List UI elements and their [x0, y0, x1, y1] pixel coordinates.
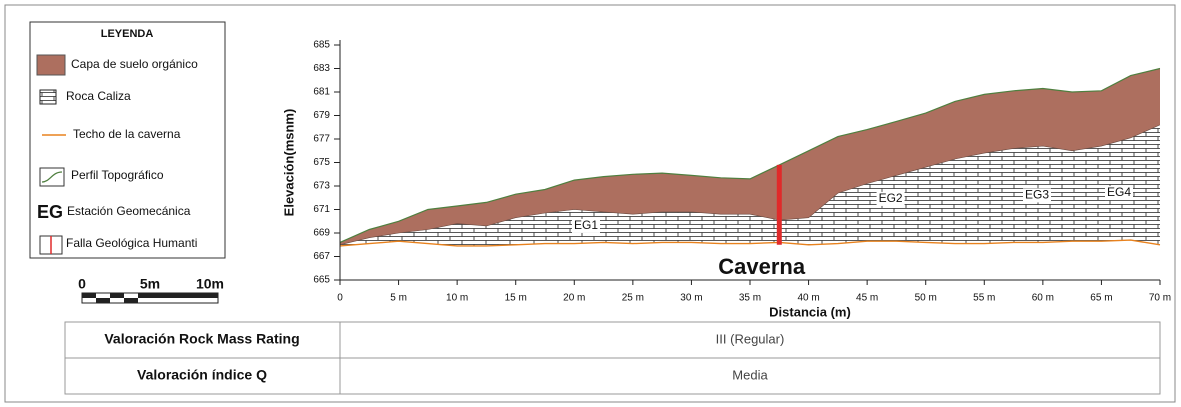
station-label: EG2	[879, 191, 903, 205]
legend-label: Capa de suelo orgánico	[71, 57, 198, 71]
table-cell: III (Regular)	[716, 331, 785, 346]
legend-icon	[37, 55, 65, 75]
y-tick-label: 675	[313, 157, 330, 168]
legend-title: LEYENDA	[101, 28, 154, 40]
legend-label: Estación Geomecánica	[67, 204, 191, 218]
x-tick-label: 60 m	[1032, 293, 1054, 304]
scale-label: 0	[78, 276, 86, 292]
y-tick-label: 681	[313, 87, 330, 98]
station-label: EG3	[1025, 188, 1049, 202]
y-tick-label: 679	[313, 110, 330, 121]
y-tick-label: 669	[313, 228, 330, 239]
x-tick-label: 20 m	[563, 293, 585, 304]
legend-symbol: EG	[37, 202, 63, 222]
y-axis-label: Elevación(msnm)	[281, 109, 296, 217]
x-tick-label: 40 m	[797, 293, 819, 304]
y-tick-label: 671	[313, 204, 330, 215]
scale-label: 5m	[140, 276, 160, 292]
x-axis-label: Distancia (m)	[769, 304, 851, 319]
table-cell: Valoración índice Q	[137, 367, 267, 383]
x-tick-label: 35 m	[739, 293, 761, 304]
x-tick-label: 15 m	[505, 293, 527, 304]
x-tick-label: 70 m	[1149, 293, 1171, 304]
table-cell: Valoración Rock Mass Rating	[104, 331, 299, 347]
legend-label: Techo de la caverna	[73, 127, 181, 141]
scale-bar	[82, 293, 218, 303]
legend-label: Roca Caliza	[66, 89, 131, 103]
x-tick-label: 5 m	[390, 293, 407, 304]
y-tick-label: 665	[313, 275, 330, 286]
table-cell: Media	[732, 367, 768, 382]
y-tick-label: 683	[313, 63, 330, 74]
annotation: Caverna	[718, 254, 806, 279]
x-tick-label: 30 m	[680, 293, 702, 304]
station-label: EG4	[1107, 185, 1131, 199]
y-tick-label: 673	[313, 181, 330, 192]
x-tick-label: 0	[337, 293, 343, 304]
x-tick-label: 10 m	[446, 293, 468, 304]
y-tick-label: 677	[313, 134, 330, 145]
station-label: EG1	[574, 218, 598, 232]
y-tick-label: 685	[313, 40, 330, 51]
plot: EG1 EG2 EG3 EG4 Caverna 665 667 669 671 673 675 677…	[281, 40, 1171, 320]
x-tick-label: 50 m	[915, 293, 937, 304]
legend-label: Perfil Topográfico	[71, 168, 164, 182]
x-tick-label: 65 m	[1090, 293, 1112, 304]
x-tick-label: 55 m	[973, 293, 995, 304]
figure: LEYENDA EG Capa de suelo orgánico Roca C…	[0, 0, 1181, 407]
scale-label: 10m	[196, 276, 224, 292]
legend-label: Falla Geológica Humanti	[66, 236, 197, 250]
x-tick-label: 45 m	[856, 293, 878, 304]
legend-icon	[40, 90, 56, 104]
x-tick-label: 25 m	[622, 293, 644, 304]
y-tick-label: 667	[313, 251, 330, 262]
